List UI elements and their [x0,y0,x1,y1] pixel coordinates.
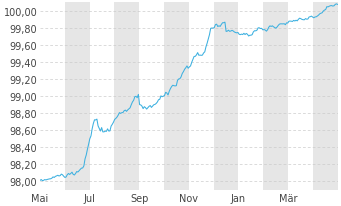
Bar [114,4,139,190]
Bar [313,4,338,190]
Bar [213,4,238,190]
Bar [164,4,189,190]
Bar [263,4,288,190]
Bar [65,4,90,190]
